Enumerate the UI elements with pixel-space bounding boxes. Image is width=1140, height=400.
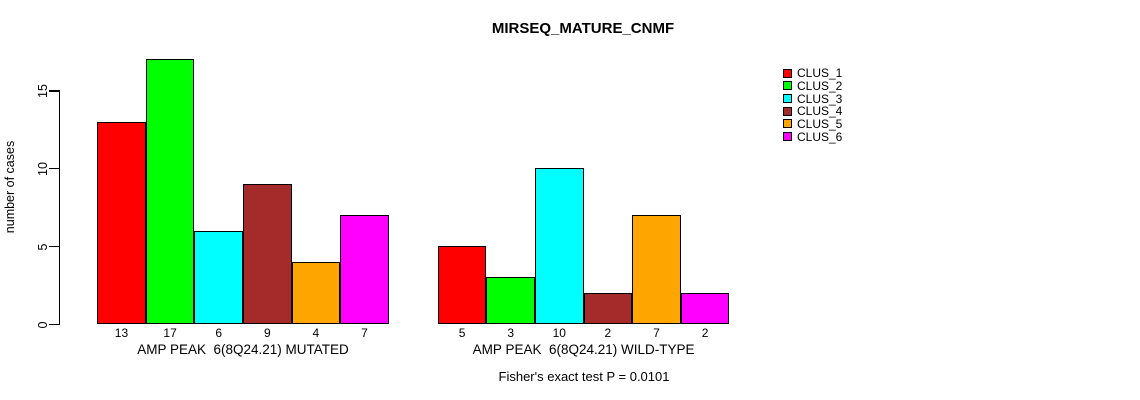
bar-clus_4 xyxy=(583,292,633,324)
y-axis-spine xyxy=(59,90,61,326)
legend-label: CLUS_4 xyxy=(797,104,843,119)
legend-label: CLUS_6 xyxy=(797,129,843,144)
bar-value-label: 10 xyxy=(552,326,566,340)
legend-swatch-clus_4 xyxy=(783,106,792,116)
bar-value-label: 3 xyxy=(507,326,515,340)
legend-swatch-clus_3 xyxy=(783,94,792,104)
bar-value-label: 7 xyxy=(361,326,368,340)
legend-item: CLUS_3 xyxy=(783,92,842,105)
legend-swatch-clus_1 xyxy=(783,68,792,78)
y-axis-tick xyxy=(49,90,59,92)
annotation: Fisher's exact test P = 0.0101 xyxy=(498,369,670,384)
y-axis-tick xyxy=(49,246,59,248)
legend: CLUS_1 CLUS_2 CLUS_3 CLUS_4 CLUS_5 CLUS_6 xyxy=(783,67,842,143)
bar-clus_1 xyxy=(437,246,487,324)
bar-clus_6 xyxy=(340,215,389,324)
y-tick-label: 15 xyxy=(36,84,50,98)
bar-value-label: 9 xyxy=(263,326,271,340)
bar-clus_3 xyxy=(535,168,584,324)
legend-item: CLUS_4 xyxy=(783,105,842,118)
legend-label: CLUS_5 xyxy=(797,116,843,131)
bar-value-label: 2 xyxy=(604,326,612,340)
y-axis-tick xyxy=(49,324,59,326)
legend-item: CLUS_2 xyxy=(783,80,842,93)
legend-swatch-clus_2 xyxy=(783,81,792,91)
legend-label: CLUS_3 xyxy=(797,91,843,106)
bar-value-label: 13 xyxy=(114,326,129,340)
bar-clus_2 xyxy=(486,277,535,324)
bar-value-label: 2 xyxy=(701,326,709,340)
group-axis-label: AMP PEAK 6(8Q24.21) WILD-TYPE xyxy=(472,342,695,357)
bar-clus_1 xyxy=(97,121,146,324)
y-tick-label: 0 xyxy=(36,321,50,329)
bar-value-label: 5 xyxy=(458,326,466,340)
y-axis-tick xyxy=(49,168,59,170)
bar-clus_2 xyxy=(145,59,195,324)
group-axis-label: AMP PEAK 6(8Q24.21) MUTATED xyxy=(137,342,349,357)
legend-label: CLUS_1 xyxy=(797,66,843,81)
legend-swatch-clus_6 xyxy=(783,132,792,142)
bar-clus_5 xyxy=(632,215,681,324)
legend-item: CLUS_1 xyxy=(783,67,842,80)
chart-title: MIRSEQ_MATURE_CNMF xyxy=(491,20,675,37)
bar-value-label: 6 xyxy=(215,326,223,340)
legend-item: CLUS_5 xyxy=(783,118,842,131)
bar-value-label: 4 xyxy=(312,326,320,340)
y-tick-label: 5 xyxy=(36,243,50,251)
bar-clus_4 xyxy=(243,183,292,324)
bar-value-label: 7 xyxy=(653,326,660,340)
bar-clus_3 xyxy=(194,230,243,324)
bar-clus_6 xyxy=(680,292,730,324)
legend-swatch-clus_5 xyxy=(783,119,792,129)
legend-item: CLUS_6 xyxy=(783,130,842,143)
legend-label: CLUS_2 xyxy=(797,78,843,93)
bar-value-label: 17 xyxy=(163,326,177,340)
bar-clus_5 xyxy=(291,261,341,324)
y-axis-label: number of cases xyxy=(3,140,17,234)
y-tick-label: 10 xyxy=(36,161,50,176)
